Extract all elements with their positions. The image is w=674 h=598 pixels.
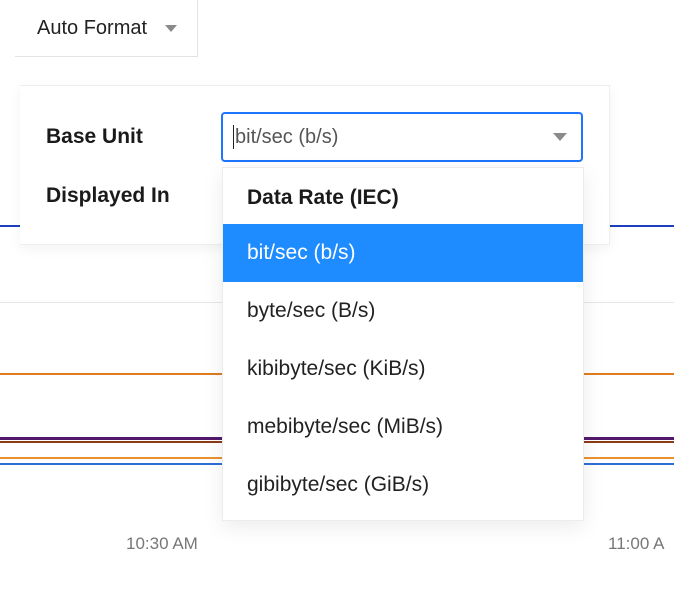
x-axis-tick-label: 10:30 AM	[126, 534, 198, 554]
base-unit-label: Base Unit	[46, 125, 221, 149]
dropdown-option[interactable]: mebibyte/sec (MiB/s)	[223, 398, 583, 456]
x-axis-tick-label: 11:00 A	[608, 534, 664, 554]
dropdown-option[interactable]: bit/sec (b/s)	[223, 224, 583, 282]
base-unit-select[interactable]: bit/sec (b/s)	[221, 112, 583, 162]
base-unit-dropdown: Data Rate (IEC) bit/sec (b/s)byte/sec (B…	[222, 167, 584, 521]
chevron-down-icon	[165, 25, 177, 32]
dropdown-option[interactable]: gibibyte/sec (GiB/s)	[223, 456, 583, 514]
auto-format-tab[interactable]: Auto Format	[15, 0, 198, 57]
auto-format-label: Auto Format	[37, 17, 147, 40]
displayed-in-label: Displayed In	[46, 184, 221, 208]
dropdown-group-header: Data Rate (IEC)	[223, 170, 583, 224]
base-unit-value: bit/sec (b/s)	[235, 126, 338, 149]
chevron-down-icon	[553, 133, 567, 141]
dropdown-option[interactable]: byte/sec (B/s)	[223, 282, 583, 340]
dropdown-option[interactable]: kibibyte/sec (KiB/s)	[223, 340, 583, 398]
text-cursor-icon	[233, 125, 234, 149]
